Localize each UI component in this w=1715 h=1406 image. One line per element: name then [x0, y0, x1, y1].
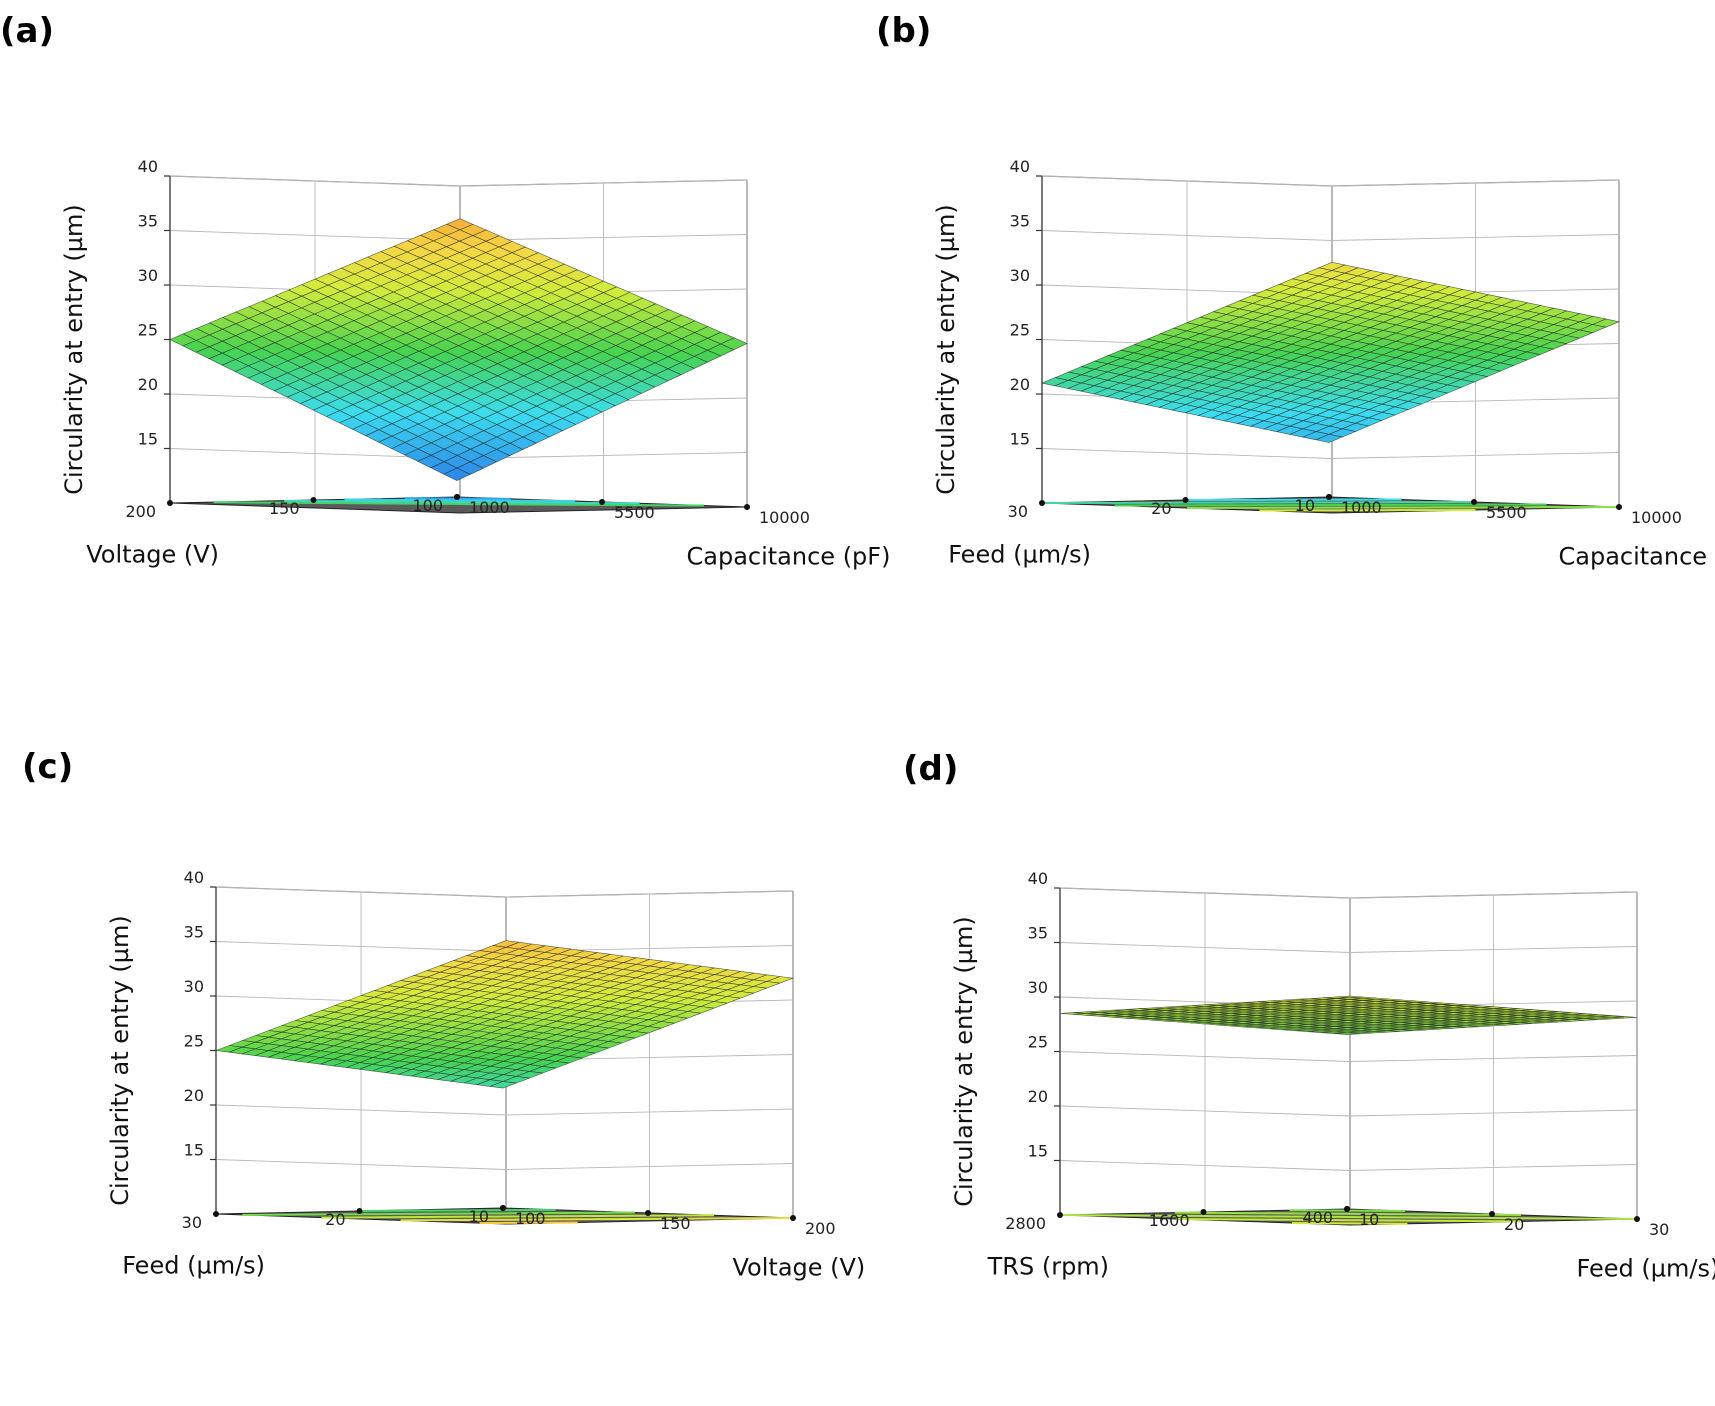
x-tick-label: 2800: [1005, 1214, 1046, 1233]
panel-b: [1036, 175, 1622, 514]
y-tick-label: 5500: [1486, 503, 1527, 522]
z-axis: [210, 886, 217, 1214]
z-axis-title: Circularity at entry (µm): [60, 204, 88, 495]
axis-box: [1059, 887, 1638, 1225]
z-axis: [164, 175, 171, 503]
z-tick-label: 40: [184, 868, 204, 887]
z-tick-label: 40: [1010, 157, 1030, 176]
panel-label: (d): [903, 749, 958, 789]
y-tick-label: 150: [660, 1214, 691, 1233]
contour-line: [400, 1217, 794, 1222]
panel-label: (b): [876, 11, 931, 51]
z-tick-label: 35: [184, 923, 204, 942]
y-tick-label: 30: [1649, 1220, 1669, 1239]
panel-a: [164, 175, 750, 514]
x-tick-label: 30: [1008, 502, 1028, 521]
z-tick-label: 25: [1028, 1033, 1048, 1052]
y-axis-title: Feed (µm/s): [1577, 1255, 1715, 1283]
z-tick-label: 15: [1010, 430, 1030, 449]
z-tick-label: 15: [1028, 1142, 1048, 1161]
y-tick-label: 10000: [1631, 508, 1682, 527]
x-axis-title: Voltage (V): [86, 541, 219, 569]
contour-line: [284, 499, 640, 505]
x-tick-label: 400: [1302, 1208, 1333, 1227]
contour-line: [479, 1221, 578, 1225]
z-axis-title: Circularity at entry (µm): [950, 916, 978, 1207]
z-tick-label: 35: [1010, 212, 1030, 231]
y-axis: [454, 494, 750, 510]
x-axis-title: TRS (rpm): [987, 1253, 1109, 1281]
z-tick-label: 25: [1010, 321, 1030, 340]
y-axis: [1326, 494, 1622, 510]
z-tick-label: 15: [138, 430, 158, 449]
z-tick-label: 35: [138, 212, 158, 231]
y-tick-label: 20: [1504, 1215, 1524, 1234]
z-tick-label: 30: [184, 977, 204, 996]
x-tick-label: 30: [182, 1213, 202, 1232]
x-tick-label: 20: [1151, 499, 1171, 518]
contour-line: [1259, 509, 1476, 512]
panel-label: (a): [0, 11, 54, 51]
contour-line: [359, 1208, 556, 1212]
z-axis-title: Circularity at entry (µm): [106, 915, 134, 1206]
z-tick-label: 20: [1028, 1087, 1048, 1106]
contour-line: [1059, 1214, 1638, 1220]
floor-contours: [1041, 498, 1620, 512]
z-tick-label: 20: [184, 1086, 204, 1105]
x-axis-title: Feed (µm/s): [122, 1252, 265, 1280]
y-tick-label: 10: [1359, 1210, 1379, 1229]
y-tick-label: 1000: [1341, 498, 1382, 517]
x-tick-label: 150: [269, 499, 300, 518]
z-tick-label: 30: [1010, 266, 1030, 285]
contour-line: [1291, 1222, 1408, 1225]
response-surface: [169, 218, 748, 481]
contour-line: [213, 501, 705, 507]
y-axis-title: Voltage (V): [733, 1254, 866, 1282]
z-axis-title: Circularity at entry (µm): [932, 204, 960, 495]
y-axis: [1344, 1206, 1640, 1222]
y-axis: [500, 1205, 796, 1221]
z-tick-label: 20: [1010, 375, 1030, 394]
response-surface: [1059, 995, 1638, 1035]
response-surface: [215, 940, 794, 1089]
z-tick-label: 20: [138, 375, 158, 394]
contour-line: [1174, 1211, 1522, 1216]
x-tick-label: 200: [125, 502, 156, 521]
contour-line: [1186, 506, 1620, 509]
y-axis-title: Capacitance (pF): [1559, 543, 1715, 571]
z-axis: [1054, 887, 1061, 1215]
panel-c: [210, 886, 796, 1225]
z-tick-label: 30: [138, 266, 158, 285]
contour-line: [1114, 503, 1547, 507]
response-surface: [1040, 261, 1621, 443]
contour-line: [1185, 498, 1402, 501]
x-tick-label: 100: [412, 496, 443, 515]
y-tick-label: 5500: [614, 503, 655, 522]
panel-d: [1054, 887, 1640, 1226]
y-tick-label: 200: [805, 1219, 836, 1238]
z-axis: [1036, 175, 1043, 503]
x-axis-title: Feed (µm/s): [948, 541, 1091, 569]
z-tick-label: 40: [1028, 869, 1048, 888]
y-tick-label: 1000: [469, 498, 510, 517]
x-tick-label: 20: [325, 1210, 345, 1229]
y-tick-label: 10000: [759, 508, 810, 527]
z-tick-label: 25: [184, 1032, 204, 1051]
z-tick-label: 40: [138, 157, 158, 176]
contour-line: [1175, 1218, 1523, 1223]
x-tick-label: 10: [469, 1207, 489, 1226]
x-tick-label: 10: [1295, 496, 1315, 515]
contour-line: [242, 1211, 635, 1216]
y-tick-label: 100: [515, 1209, 546, 1228]
panel-label: (c): [22, 747, 73, 787]
y-axis-title: Capacitance (pF): [687, 543, 891, 571]
contour-line: [344, 498, 576, 503]
z-tick-label: 35: [1028, 924, 1048, 943]
z-tick-label: 15: [184, 1141, 204, 1160]
z-tick-label: 30: [1028, 978, 1048, 997]
z-tick-label: 25: [138, 321, 158, 340]
contour-line: [1041, 501, 1475, 504]
x-tick-label: 1600: [1149, 1211, 1190, 1230]
